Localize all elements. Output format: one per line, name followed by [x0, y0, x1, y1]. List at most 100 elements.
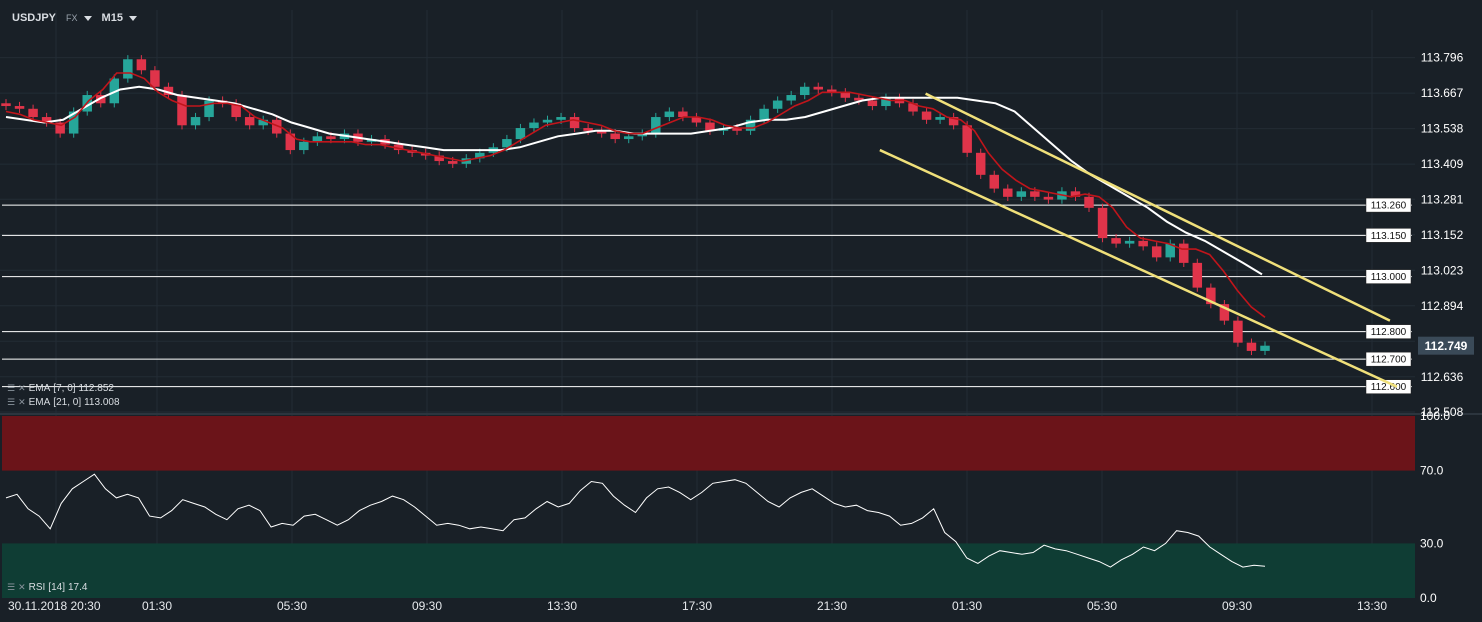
candle-body-82 — [1111, 238, 1121, 244]
market-selector[interactable]: FX — [66, 13, 92, 23]
ema21-value: 113.008 — [84, 397, 120, 408]
rsi-zones — [2, 416, 1415, 598]
time-tick-1: 01:30 — [142, 599, 172, 613]
candle-body-49 — [664, 111, 675, 118]
candle-body-72 — [975, 152, 986, 175]
time-tick-3: 09:30 — [412, 599, 442, 613]
level-label-box-113.260 — [1365, 197, 1412, 213]
candle-body-39 — [529, 122, 539, 129]
candle-body-9 — [123, 59, 133, 79]
time-tick-0: 30.11.2018 20:30 — [8, 599, 101, 613]
candle-body-59 — [799, 86, 810, 96]
trendline-1 — [879, 148, 1398, 388]
candle-body-20 — [272, 119, 282, 134]
candle-body-11 — [150, 70, 160, 87]
price-tick-4: 113.281 — [1421, 192, 1464, 206]
price-tick-9: 112.636 — [1421, 370, 1464, 384]
ema7-params: [7, 0] — [53, 383, 76, 394]
price-axis: 113.796 113.667 113.538 113.409 113.281 113.1… — [1418, 51, 1474, 419]
time-axis: 30.11.2018 20:30 01:30 05:30 09:30 13:30 17:3… — [8, 599, 1387, 613]
candle-body-1 — [14, 106, 25, 109]
settings-icon[interactable]: ☰ — [7, 397, 16, 407]
candle-body-17 — [231, 103, 241, 118]
candle-body-80 — [1084, 196, 1094, 208]
candle-body-52 — [705, 122, 715, 131]
candle-body-70 — [948, 117, 959, 126]
candle-body-0 — [1, 103, 11, 107]
level-label-113.150: 113.150 — [1371, 231, 1407, 242]
rsi-legend[interactable]: ☰ ✕ RSI [14] 17.4 — [7, 582, 87, 593]
price-tick-2: 113.538 — [1421, 122, 1464, 136]
price-tick-5: 113.152 — [1421, 228, 1464, 242]
settings-icon[interactable]: ☰ — [7, 582, 16, 592]
level-label-box-113.150 — [1365, 228, 1412, 243]
candle-body-48 — [651, 117, 661, 134]
rsi-params: [14] — [48, 582, 65, 593]
ema7-value: 112.852 — [78, 383, 114, 394]
time-tick-6: 21:30 — [817, 599, 847, 613]
time-tick-9: 09:30 — [1222, 599, 1252, 613]
rsi-series-line — [5, 473, 1266, 568]
rsi-tick-1: 70.0 — [1420, 464, 1444, 478]
candle-body-79 — [1070, 191, 1081, 197]
last-price-label: 112.749 — [1425, 339, 1468, 353]
candle-body-60 — [813, 86, 823, 90]
candle-body-71 — [962, 125, 972, 153]
candle-body-8 — [109, 78, 120, 104]
candle-body-91 — [1233, 320, 1243, 343]
ema-lines — [5, 72, 1266, 318]
candle-body-77 — [1043, 196, 1054, 200]
ema7-legend[interactable]: ☰ ✕ EMA [7, 0] 112.852 — [7, 383, 114, 394]
candle-body-22 — [299, 141, 309, 151]
candle-body-92 — [1246, 342, 1257, 351]
time-tick-4: 13:30 — [547, 599, 577, 613]
oversold-zone — [2, 543, 1415, 598]
candle-body-51 — [691, 117, 702, 123]
candle-body-87 — [1179, 243, 1189, 263]
last-price-box — [1418, 336, 1474, 355]
candle-body-55 — [745, 119, 756, 131]
candle-body-67 — [908, 103, 918, 112]
level-label-112.700: 112.700 — [1371, 355, 1407, 366]
level-label-box-112.600 — [1365, 379, 1412, 394]
candle-body-83 — [1124, 240, 1135, 244]
ema21-params: [21, 0] — [53, 397, 82, 408]
candle-body-93 — [1260, 345, 1270, 351]
close-icon[interactable]: ✕ — [18, 397, 26, 407]
candle-body-63 — [854, 97, 864, 101]
ema21-legend[interactable]: ☰ ✕ EMA [21, 0] 113.008 — [7, 397, 120, 408]
price-tick-6: 113.023 — [1421, 263, 1464, 277]
symbol-selector[interactable]: USDJPY — [12, 12, 56, 24]
price-tick-1: 113.667 — [1421, 86, 1464, 100]
overbought-zone — [2, 416, 1415, 471]
rsi-value: 17.4 — [67, 582, 88, 593]
candle-body-4 — [55, 122, 65, 134]
candle-body-65 — [881, 97, 891, 107]
candle-body-76 — [1030, 191, 1040, 197]
candle-body-44 — [596, 130, 607, 134]
candle-body-74 — [1003, 188, 1013, 197]
candle-body-41 — [556, 117, 566, 120]
level-label-box-112.700 — [1365, 351, 1412, 367]
ema21-line — [5, 85, 1263, 276]
time-tick-10: 13:30 — [1357, 599, 1387, 613]
candle-body-69 — [935, 117, 945, 120]
level-label-112.600: 112.600 — [1371, 382, 1407, 393]
candle-body-18 — [244, 117, 255, 126]
candle-body-32 — [434, 155, 444, 162]
chevron-down-icon — [128, 15, 137, 21]
candle-body-86 — [1165, 243, 1175, 258]
candle-body-42 — [569, 117, 580, 129]
close-icon[interactable]: ✕ — [18, 383, 26, 393]
candle-body-29 — [393, 144, 404, 151]
candle-body-46 — [623, 136, 634, 140]
candle-body-37 — [502, 139, 512, 148]
interval-selector[interactable]: M15 — [102, 12, 137, 24]
close-icon[interactable]: ✕ — [18, 582, 26, 592]
candle-body-89 — [1206, 287, 1216, 305]
settings-icon[interactable]: ☰ — [7, 383, 16, 393]
candle-body-73 — [989, 174, 999, 189]
candle-body-75 — [1016, 191, 1027, 197]
trendline-0 — [925, 92, 1391, 322]
